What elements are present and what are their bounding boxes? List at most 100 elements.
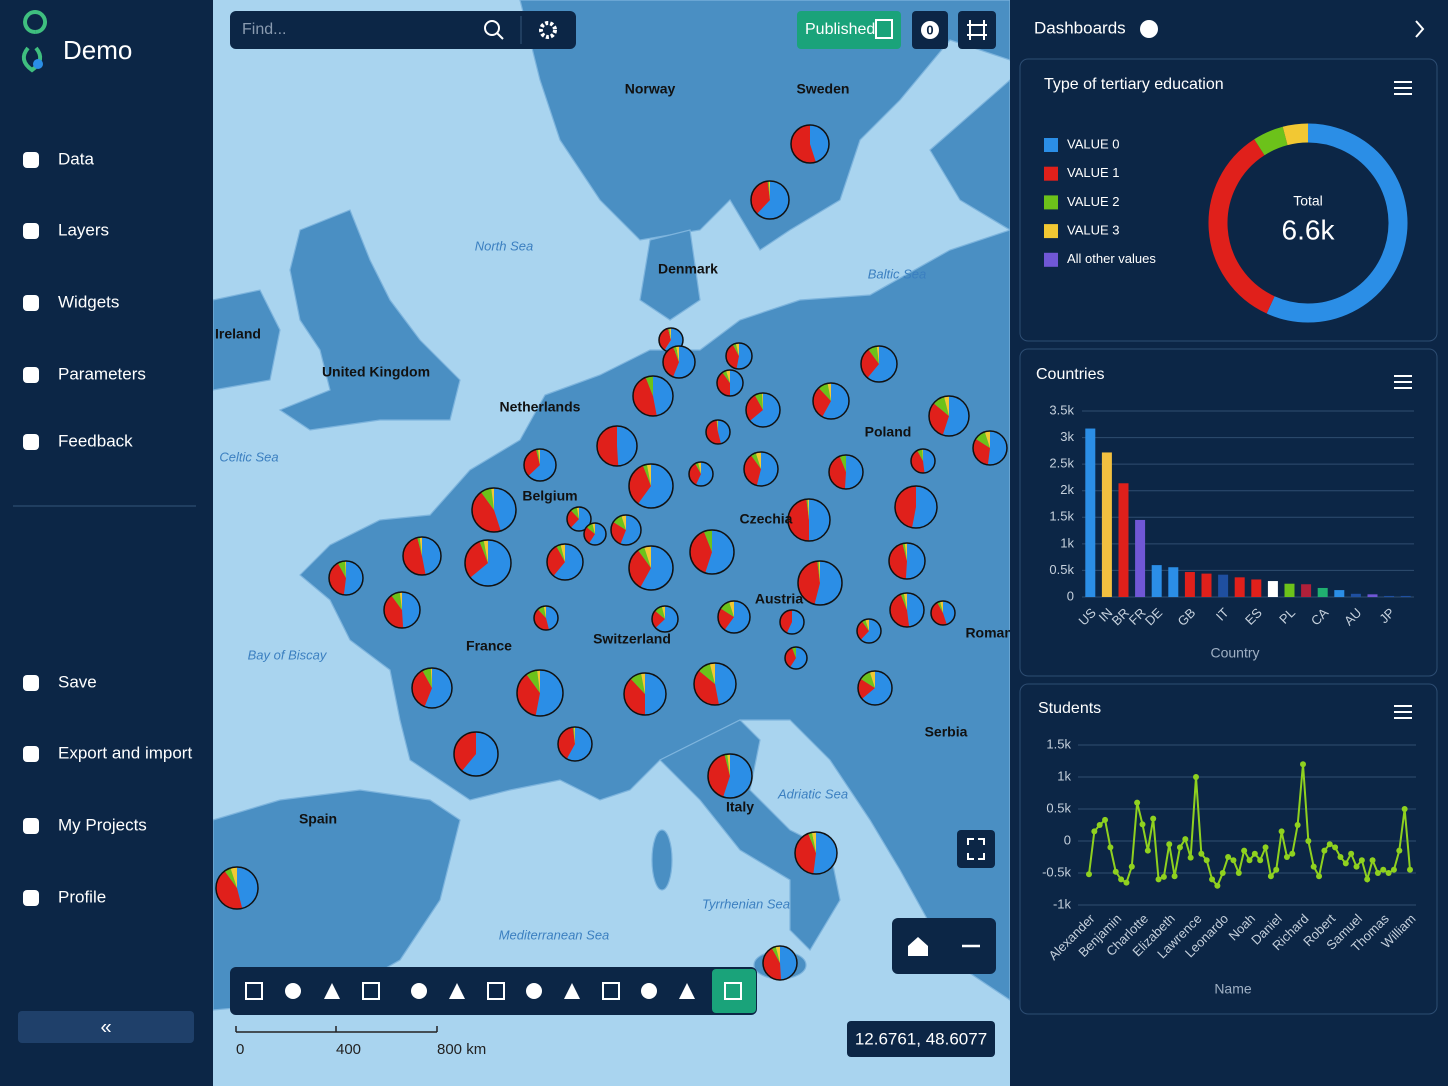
map-marker-slice[interactable] <box>673 346 679 362</box>
point[interactable] <box>1166 841 1173 848</box>
map-marker-slice[interactable] <box>812 832 816 853</box>
map-marker-slice[interactable] <box>910 450 925 474</box>
nav-icon[interactable] <box>23 434 39 450</box>
map-marker[interactable] <box>383 591 421 629</box>
map-marker-slice[interactable] <box>860 671 875 688</box>
map-marker[interactable] <box>533 605 559 631</box>
map-marker-slice[interactable] <box>547 546 565 576</box>
map-marker-slice[interactable] <box>537 606 546 618</box>
nav-icon[interactable] <box>23 890 39 906</box>
map-marker-slice[interactable] <box>629 465 651 504</box>
map-marker-slice[interactable] <box>763 948 782 980</box>
map-marker-slice[interactable] <box>573 727 575 744</box>
map-marker-slice[interactable] <box>383 595 404 628</box>
point[interactable] <box>1214 882 1221 889</box>
map-marker-slice[interactable] <box>718 608 734 630</box>
nav-icon[interactable] <box>23 818 39 834</box>
map-marker[interactable] <box>628 545 674 591</box>
map-marker-slice[interactable] <box>905 542 926 579</box>
map-marker-slice[interactable] <box>661 606 665 619</box>
map-marker-slice[interactable] <box>215 871 243 910</box>
map-marker[interactable] <box>215 866 259 910</box>
map-marker-slice[interactable] <box>638 547 651 568</box>
map-marker-slice[interactable] <box>818 561 820 583</box>
nav-icon[interactable] <box>23 367 39 383</box>
map-marker-slice[interactable] <box>689 463 701 485</box>
bar[interactable] <box>1301 584 1312 597</box>
map-marker-slice[interactable] <box>751 181 770 214</box>
point[interactable] <box>1332 844 1339 851</box>
nav-item[interactable]: My Projects <box>58 815 147 834</box>
map-marker-slice[interactable] <box>658 328 671 351</box>
nav-icon[interactable] <box>23 152 39 168</box>
map-marker-slice[interactable] <box>814 561 842 605</box>
published-label[interactable]: Published <box>805 21 875 38</box>
map-marker-slice[interactable] <box>653 376 673 416</box>
map-marker-slice[interactable] <box>716 420 718 432</box>
settings-icon[interactable] <box>539 21 557 39</box>
map-marker-slice[interactable] <box>570 507 579 519</box>
point[interactable] <box>1123 879 1130 886</box>
bar[interactable] <box>1317 587 1328 597</box>
map-marker-slice[interactable] <box>617 426 637 466</box>
map-marker[interactable] <box>784 646 808 670</box>
map-marker-slice[interactable] <box>690 531 712 573</box>
point[interactable] <box>1187 854 1194 861</box>
map-marker-slice[interactable] <box>402 592 421 628</box>
tool-icon[interactable] <box>285 983 301 999</box>
point[interactable] <box>1342 860 1349 867</box>
map-marker-slice[interactable] <box>655 606 679 632</box>
collapse-button[interactable] <box>18 1011 194 1043</box>
map-marker-slice[interactable] <box>343 561 363 595</box>
point[interactable] <box>1134 799 1141 806</box>
map-marker-slice[interactable] <box>780 610 792 633</box>
map-marker[interactable] <box>889 592 925 628</box>
legend-label[interactable]: VALUE 3 <box>1067 223 1120 238</box>
map-marker-slice[interactable] <box>912 486 938 529</box>
map-marker-slice[interactable] <box>780 946 797 980</box>
map-marker-slice[interactable] <box>987 430 1008 466</box>
map-marker-slice[interactable] <box>673 346 695 378</box>
map-marker-slice[interactable] <box>570 507 592 531</box>
map-marker-slice[interactable] <box>536 449 540 465</box>
map-marker-slice[interactable] <box>761 393 763 410</box>
map-marker-slice[interactable] <box>929 403 949 436</box>
tool-icon[interactable] <box>679 983 695 999</box>
point[interactable] <box>1358 857 1365 864</box>
point[interactable] <box>1235 870 1242 876</box>
badge[interactable]: 0 <box>926 22 933 37</box>
map-marker[interactable] <box>928 395 970 437</box>
map-marker[interactable] <box>745 392 781 428</box>
map-marker-slice[interactable] <box>857 621 869 640</box>
map-marker-slice[interactable] <box>940 601 943 613</box>
map-marker-slice[interactable] <box>751 452 761 469</box>
bar[interactable] <box>1251 579 1262 597</box>
point[interactable] <box>1091 828 1098 835</box>
point[interactable] <box>1369 857 1376 864</box>
map-marker-slice[interactable] <box>868 346 879 364</box>
map-marker[interactable] <box>651 605 679 633</box>
home-button[interactable] <box>908 937 928 956</box>
point[interactable] <box>1289 850 1296 857</box>
map-marker-slice[interactable] <box>717 372 730 396</box>
map-marker-slice[interactable] <box>715 663 737 705</box>
map-marker-slice[interactable] <box>528 449 556 481</box>
map-marker-slice[interactable] <box>749 393 780 427</box>
map-marker-slice[interactable] <box>481 488 494 510</box>
map-marker[interactable] <box>972 430 1008 466</box>
tool-icon[interactable] <box>411 983 427 999</box>
point[interactable] <box>1380 866 1387 873</box>
map-marker-slice[interactable] <box>412 670 432 707</box>
map-marker-slice[interactable] <box>472 492 501 532</box>
point[interactable] <box>1144 847 1151 854</box>
nav-icon[interactable] <box>23 223 39 239</box>
map-marker[interactable] <box>888 542 926 580</box>
map-marker-slice[interactable] <box>787 499 809 541</box>
map-marker[interactable] <box>632 375 674 417</box>
point[interactable] <box>1230 857 1237 864</box>
point[interactable] <box>1225 854 1232 860</box>
map-marker-slice[interactable] <box>465 541 488 578</box>
map-marker-slice[interactable] <box>629 550 651 588</box>
point[interactable] <box>1086 871 1092 878</box>
grid-icon[interactable] <box>967 20 987 40</box>
